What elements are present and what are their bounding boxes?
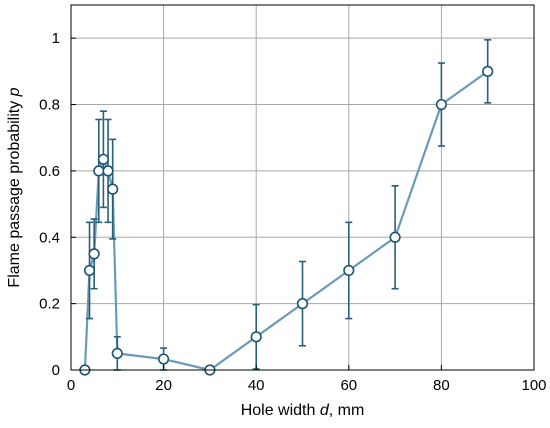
data-point — [93, 165, 105, 177]
data-point — [158, 353, 170, 365]
data-point — [107, 183, 119, 195]
y-axis-label: Flame passage probability p — [6, 87, 23, 287]
y-tick-label: 1 — [52, 30, 60, 47]
axis-ticks: 0 20 40 60 80 100 0 0.2 0.4 0.6 0.8 1 — [39, 30, 546, 394]
x-tick-label: 40 — [248, 377, 265, 394]
y-tick-label: 0 — [52, 362, 60, 379]
y-tick-label: 0.2 — [39, 296, 60, 313]
x-tick-label: 0 — [67, 377, 75, 394]
y-tick-label: 0.6 — [39, 163, 60, 180]
series-line — [83, 70, 489, 372]
x-tick-label: 80 — [433, 377, 450, 394]
y-tick-label: 0.8 — [39, 97, 60, 114]
data-point — [343, 264, 355, 277]
series-layer — [79, 39, 494, 376]
data-point — [296, 298, 309, 310]
data-point — [88, 248, 100, 260]
data-point — [482, 65, 494, 77]
plot-frame — [70, 4, 535, 371]
x-axis-label: Hole width d, mm — [241, 402, 365, 419]
data-point — [435, 98, 448, 111]
data-point — [111, 347, 123, 360]
data-point — [250, 331, 262, 343]
x-tick-label: 20 — [155, 377, 172, 394]
x-tick-label: 60 — [340, 377, 357, 394]
x-tick-label: 100 — [521, 377, 546, 394]
data-point — [97, 153, 110, 165]
y-tick-label: 0.4 — [39, 229, 60, 246]
data-point — [389, 231, 401, 243]
data-point — [102, 165, 114, 177]
data-point — [83, 264, 96, 277]
